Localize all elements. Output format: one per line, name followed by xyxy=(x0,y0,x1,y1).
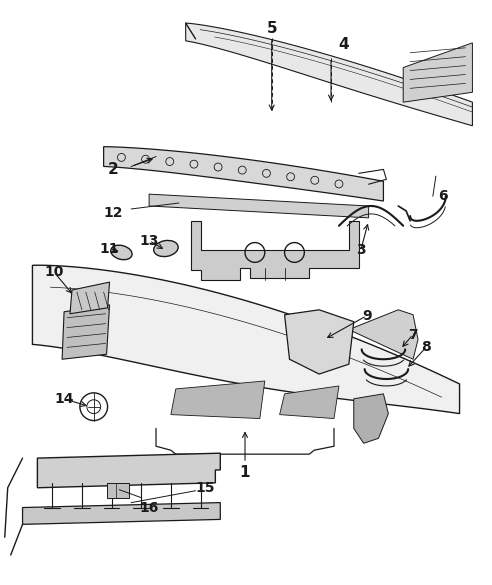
Text: 2: 2 xyxy=(108,162,119,177)
Polygon shape xyxy=(70,282,110,314)
Text: 14: 14 xyxy=(54,392,74,406)
Polygon shape xyxy=(349,310,418,359)
Text: 11: 11 xyxy=(100,242,119,256)
Text: 6: 6 xyxy=(438,189,448,203)
Polygon shape xyxy=(190,221,359,280)
Ellipse shape xyxy=(111,245,132,260)
Text: 9: 9 xyxy=(362,309,371,323)
Polygon shape xyxy=(403,43,472,102)
Text: 3: 3 xyxy=(356,243,366,257)
Text: 8: 8 xyxy=(421,340,431,355)
Polygon shape xyxy=(171,381,265,418)
Polygon shape xyxy=(37,453,220,488)
Ellipse shape xyxy=(154,240,178,257)
Polygon shape xyxy=(354,394,388,443)
Text: 4: 4 xyxy=(338,37,349,52)
Polygon shape xyxy=(62,305,110,359)
Text: 5: 5 xyxy=(266,20,277,36)
Text: 15: 15 xyxy=(196,481,215,495)
Text: 7: 7 xyxy=(408,328,418,342)
Polygon shape xyxy=(104,147,383,201)
Polygon shape xyxy=(107,483,129,498)
Text: 13: 13 xyxy=(139,233,159,247)
Polygon shape xyxy=(284,310,354,374)
Polygon shape xyxy=(279,386,339,418)
Text: 16: 16 xyxy=(139,501,159,515)
Polygon shape xyxy=(32,265,460,414)
Polygon shape xyxy=(149,194,369,218)
Text: 10: 10 xyxy=(44,265,64,279)
Polygon shape xyxy=(185,23,472,126)
Polygon shape xyxy=(23,503,220,524)
Text: 12: 12 xyxy=(104,206,123,220)
Text: 1: 1 xyxy=(240,466,250,480)
